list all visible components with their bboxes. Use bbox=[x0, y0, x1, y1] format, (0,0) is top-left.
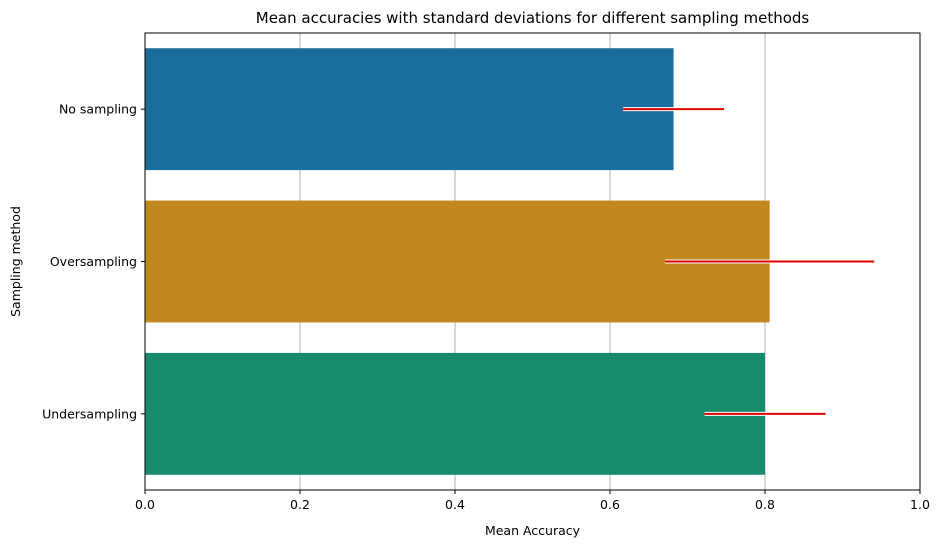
x-axis-ticks: 0.0 0.2 0.4 0.6 0.8 1.0 bbox=[135, 490, 930, 512]
y-axis-label: Sampling method bbox=[8, 206, 23, 317]
bars-group bbox=[145, 48, 770, 475]
x-tick-label: 0.2 bbox=[290, 497, 310, 512]
y-tick-label: Undersampling bbox=[42, 406, 137, 421]
x-tick-label: 0.6 bbox=[600, 497, 620, 512]
x-axis-label: Mean Accuracy bbox=[485, 523, 581, 538]
error-bars-group bbox=[623, 107, 875, 416]
bar-no-sampling bbox=[145, 48, 674, 171]
x-tick-label: 0.4 bbox=[445, 497, 465, 512]
x-tick-label: 0.8 bbox=[755, 497, 775, 512]
y-tick-label: Oversampling bbox=[50, 254, 137, 269]
x-tick-label: 1.0 bbox=[910, 497, 930, 512]
bar-undersampling bbox=[145, 352, 765, 475]
y-axis-ticks: No sampling Oversampling Undersampling bbox=[42, 102, 145, 421]
chart-title: Mean accuracies with standard deviations… bbox=[256, 9, 810, 27]
x-tick-label: 0.0 bbox=[135, 497, 155, 512]
y-tick-label: No sampling bbox=[59, 102, 137, 117]
